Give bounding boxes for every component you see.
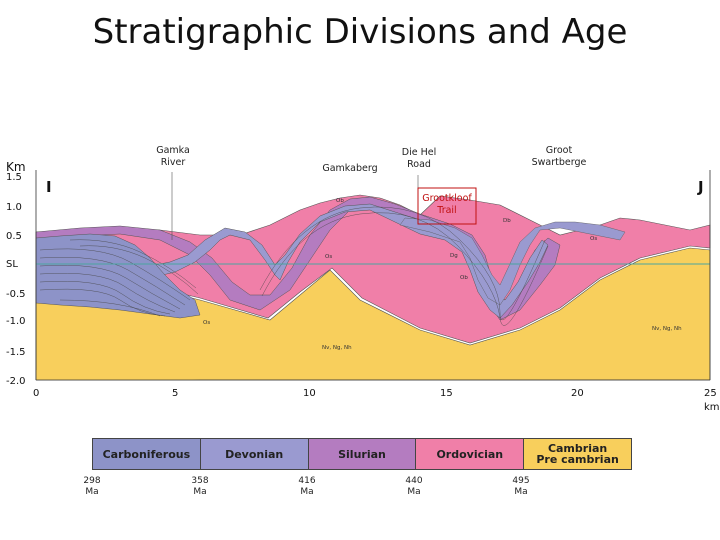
carboniferous-wedge (35, 233, 201, 319)
formation-label: Os (203, 320, 211, 326)
y-tick: -0.5 (6, 289, 26, 300)
formation-label: Db (503, 218, 511, 224)
y-tick: 1.0 (6, 202, 22, 213)
x-axis-unit: km (704, 402, 720, 413)
precambrian-lower (36, 370, 200, 380)
y-tick: -2.0 (6, 376, 26, 387)
formation-label: Ob (336, 198, 344, 204)
x-tick: 5 (172, 388, 179, 399)
y-tick: 0.5 (6, 231, 22, 242)
legend-ordovician: Ordovician (416, 439, 525, 469)
legend-carboniferous: Carboniferous (93, 439, 201, 469)
formation-label: Os (590, 236, 598, 242)
age-label: 298 Ma (83, 476, 101, 497)
grootkloof-trail-label: Grootkloof Trail (422, 193, 472, 216)
gamkaberg-label: Gamkaberg (322, 163, 378, 174)
page-title: Stratigraphic Divisions and Age (92, 12, 628, 52)
y-axis-unit: Km (6, 160, 26, 174)
strata-lines (39, 206, 549, 326)
age-label: 358 Ma (191, 476, 209, 497)
formation-label: Nv, Ng, Nh (322, 345, 352, 351)
groot-swartberge-label: Groot Swartberge (531, 145, 587, 168)
grootkloof-box (417, 187, 477, 225)
die-hel-road-label: Die Hel Road (401, 147, 437, 170)
formation-label: Ob (460, 275, 468, 281)
devonian-band (35, 203, 549, 319)
section-end-right-label: J (698, 178, 704, 196)
x-tick: 20 (571, 388, 584, 399)
y-tick: -1.5 (6, 347, 26, 358)
y-tick: SL (6, 259, 18, 270)
x-tick: 25 (704, 388, 717, 399)
legend-silurian: Silurian (308, 439, 417, 469)
x-tick: 0 (33, 388, 40, 399)
age-label: 440 Ma (405, 476, 423, 497)
gamka-river-label: Gamka River (156, 145, 190, 168)
devonian-syncline (399, 217, 626, 306)
formation-label: Dg (450, 253, 458, 259)
legend-devonian: Devonian (200, 439, 309, 469)
y-tick: -1.0 (6, 316, 26, 327)
age-label: 416 Ma (298, 476, 316, 497)
formation-label: Os (325, 254, 333, 260)
legend-cambrian-precambrian: Cambrian Pre cambrian (524, 439, 631, 469)
x-tick: 10 (303, 388, 316, 399)
legend: Carboniferous Devonian Silurian Ordovici… (92, 438, 632, 470)
formation-label: Nv, Ng, Nh (652, 326, 682, 332)
x-tick: 15 (440, 388, 453, 399)
section-end-left-label: I (46, 178, 52, 196)
y-tick: 1.5 (6, 172, 22, 183)
age-label: 495 Ma (512, 476, 530, 497)
